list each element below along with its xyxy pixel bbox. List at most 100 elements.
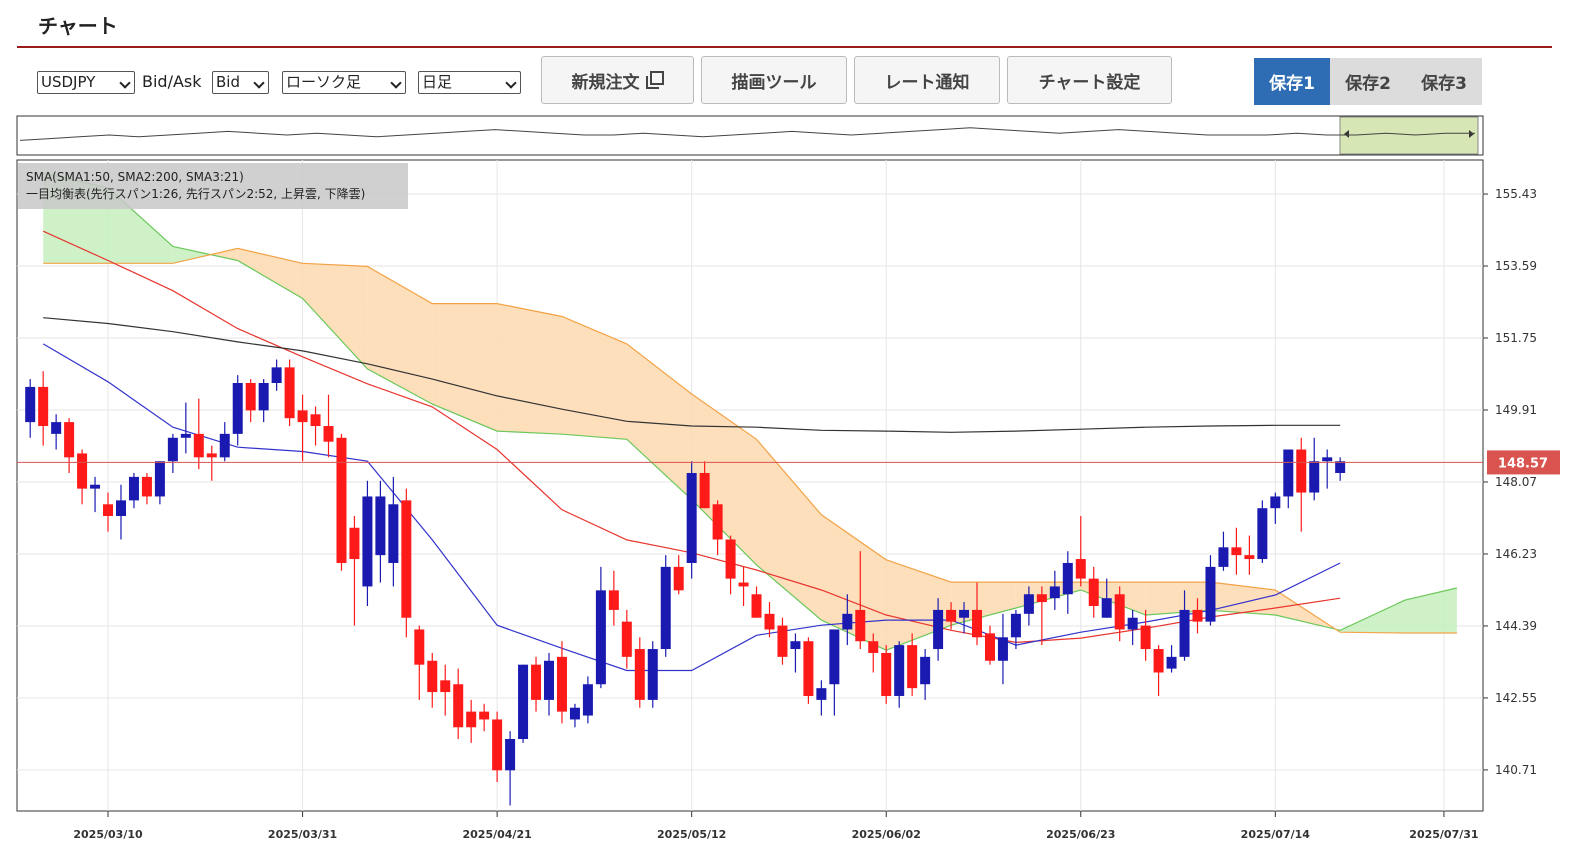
cloud-fill	[237, 248, 303, 299]
candle-body	[1036, 594, 1047, 603]
candle-body	[375, 496, 386, 556]
cloud-fill	[691, 394, 757, 565]
candle-body	[1205, 566, 1216, 622]
candle-body	[634, 649, 645, 700]
current-price-label: 148.57	[1498, 456, 1548, 471]
order-button[interactable]: 新規注文	[541, 56, 694, 104]
candle-body	[1309, 461, 1320, 493]
cloud-fill	[210, 248, 238, 261]
candle-body	[608, 590, 619, 610]
candle-body	[414, 629, 425, 665]
indicator-legend-text: 一目均衡表(先行スパン1:26, 先行スパン2:52, 上昇雲, 下降雲)	[26, 187, 365, 201]
candle-body	[1140, 625, 1151, 650]
candle-body	[388, 504, 399, 563]
candle-body	[1283, 449, 1294, 497]
candle-body	[544, 660, 554, 700]
candle-body	[1257, 508, 1268, 560]
candle-body	[816, 688, 827, 700]
cloud-fill	[1405, 588, 1457, 633]
cloud-fill	[562, 316, 627, 440]
candle-body	[751, 594, 762, 618]
cloud-fill	[432, 303, 498, 432]
candle-body	[920, 656, 931, 685]
current-price-box	[1487, 450, 1560, 475]
candle-body	[894, 645, 905, 696]
candle-body	[1062, 562, 1073, 595]
candle-body	[492, 719, 503, 771]
candle-body	[479, 711, 490, 720]
cloud-fill	[302, 263, 368, 369]
candle-body	[569, 707, 580, 720]
candle-body	[1075, 559, 1086, 579]
indicator-legend-text: SMA(SMA1:50, SMA2:200, SMA3:21)	[26, 170, 244, 184]
candle-body	[1166, 656, 1177, 669]
candle-body	[206, 453, 217, 458]
x-tick-label: 2025/04/21	[462, 828, 531, 841]
candle-body	[64, 422, 75, 458]
candle-body	[1179, 609, 1190, 657]
rate-alert-button[interactable]: レート通知	[854, 56, 1000, 104]
candle-body	[297, 410, 308, 423]
candle-body	[777, 625, 788, 657]
chart-settings-button[interactable]: チャート設定	[1007, 56, 1172, 104]
save-tab[interactable]: 保存1	[1254, 58, 1330, 105]
span-b-line	[43, 247, 1457, 634]
x-tick-label: 2025/06/23	[1046, 828, 1115, 841]
candle-body	[193, 433, 204, 458]
symbol-select[interactable]: USDJPY	[37, 71, 135, 94]
candle-body	[907, 645, 918, 689]
candle-body	[582, 684, 593, 716]
candle-body	[1114, 594, 1125, 630]
draw-tool-button[interactable]: 描画ツール	[701, 56, 847, 104]
window-icon	[645, 71, 664, 89]
y-tick-label: 144.39	[1495, 619, 1537, 633]
candle-body	[1049, 586, 1060, 599]
period-select[interactable]: 日足	[418, 71, 521, 94]
candle-body	[790, 641, 801, 650]
candle-body	[686, 472, 697, 563]
candle-body	[699, 472, 710, 509]
candle-body	[1244, 555, 1255, 560]
candle-body	[77, 453, 88, 489]
candle-body	[647, 649, 658, 700]
cloud-fill	[172, 246, 211, 264]
candle-body	[1101, 598, 1112, 618]
x-tick-label: 2025/03/10	[73, 828, 143, 841]
candle-body	[803, 641, 814, 696]
button-label: 新規注文	[571, 72, 640, 93]
candle-body	[933, 609, 944, 650]
candle-body	[673, 566, 684, 591]
cloud-fill	[367, 266, 433, 405]
candle-body	[466, 711, 477, 728]
candle-body	[90, 484, 101, 489]
candle-body	[855, 609, 866, 642]
candle-body	[1322, 457, 1333, 462]
candle-body	[453, 684, 464, 728]
side-label: Bid/Ask	[142, 72, 202, 91]
candle-body	[427, 660, 438, 693]
candle-body	[997, 637, 1008, 661]
candle-body	[738, 582, 749, 587]
candle-body	[1153, 649, 1164, 673]
candle-body	[959, 609, 970, 618]
candle-body	[946, 609, 957, 622]
candle-body	[362, 496, 373, 587]
side-select[interactable]: Bid	[212, 71, 269, 94]
indicator-legend-box	[18, 163, 408, 209]
candle-body	[1088, 578, 1099, 606]
candle-body	[764, 613, 775, 630]
candle-body	[180, 433, 191, 438]
save-tab[interactable]: 保存2	[1330, 58, 1406, 105]
y-tick-label: 149.91	[1495, 403, 1537, 417]
candle-body	[401, 500, 412, 618]
candle-body	[141, 476, 152, 497]
style-select[interactable]: ローソク足	[282, 71, 406, 94]
candle-body	[660, 566, 671, 650]
candle-body	[336, 437, 347, 563]
save-tab[interactable]: 保存3	[1406, 58, 1482, 105]
y-tick-label: 153.59	[1495, 259, 1537, 273]
cloud-fill	[1145, 582, 1211, 615]
candle-body	[556, 656, 567, 712]
